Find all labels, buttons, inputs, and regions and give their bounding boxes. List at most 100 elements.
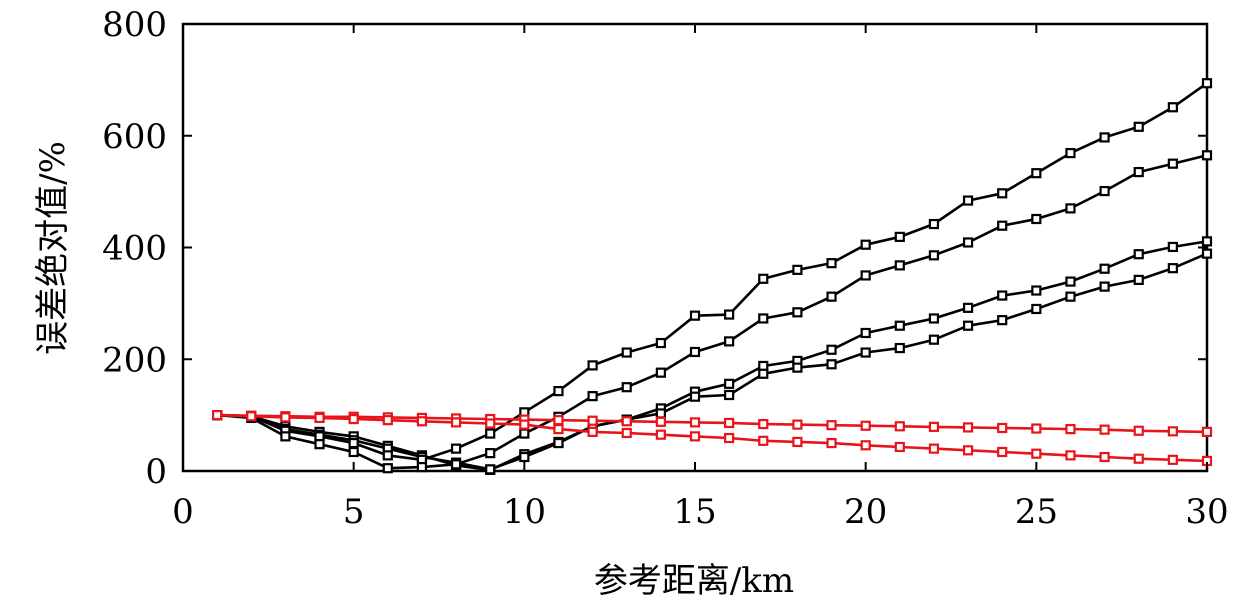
data-point-marker xyxy=(246,411,257,422)
data-point-marker xyxy=(826,437,837,449)
data-point-marker xyxy=(962,422,974,433)
data-point-marker xyxy=(894,421,905,432)
data-point-marker xyxy=(280,431,291,442)
x-tick-label: 0 xyxy=(172,492,194,532)
data-point-marker xyxy=(1065,423,1076,435)
data-point-marker xyxy=(1031,303,1042,315)
data-point-marker xyxy=(655,416,666,427)
data-point-marker xyxy=(1167,454,1178,465)
x-tick-label: 30 xyxy=(1185,492,1228,532)
data-point-marker xyxy=(1031,285,1042,296)
series-6 xyxy=(212,410,1213,467)
data-point-marker xyxy=(1031,213,1042,225)
data-point-marker xyxy=(314,412,325,424)
series-line xyxy=(217,240,1208,472)
data-point-marker xyxy=(689,310,701,321)
data-point-marker xyxy=(485,418,496,429)
data-point-marker xyxy=(1065,203,1076,214)
series-line xyxy=(216,154,1208,470)
data-point-marker xyxy=(997,220,1008,231)
x-tick-label: 20 xyxy=(844,492,887,532)
data-point-marker xyxy=(553,415,564,426)
data-point-marker xyxy=(519,428,530,439)
data-point-marker xyxy=(724,309,735,320)
data-point-marker xyxy=(962,320,974,331)
data-point-marker xyxy=(1133,453,1144,464)
data-point-marker xyxy=(1099,424,1110,435)
data-point-marker xyxy=(758,273,769,284)
data-point-marker xyxy=(655,367,666,378)
data-point-marker xyxy=(553,437,564,449)
data-point-marker xyxy=(997,446,1008,458)
data-point-marker xyxy=(894,441,905,453)
data-point-marker xyxy=(553,385,564,397)
series-line xyxy=(217,82,1208,462)
data-point-marker xyxy=(621,347,632,358)
data-point-marker xyxy=(826,291,837,302)
data-point-marker xyxy=(416,416,428,427)
data-point-marker xyxy=(1167,241,1178,253)
data-point-marker xyxy=(928,443,940,454)
x-tick-label: 25 xyxy=(1015,492,1058,532)
data-point-marker xyxy=(621,427,632,439)
data-point-marker xyxy=(1133,121,1144,132)
series-line xyxy=(217,413,1208,434)
data-point-marker xyxy=(1065,147,1076,159)
data-point-marker xyxy=(450,417,462,428)
data-point-marker xyxy=(962,302,974,313)
data-point-marker xyxy=(689,391,701,402)
data-point-marker xyxy=(1133,249,1144,260)
data-point-marker xyxy=(894,342,905,354)
data-point-marker xyxy=(348,413,359,425)
data-point-marker xyxy=(826,420,837,431)
data-point-marker xyxy=(485,464,496,475)
data-point-marker xyxy=(1099,132,1110,143)
data-point-marker xyxy=(826,258,837,269)
data-point-marker xyxy=(587,391,598,402)
data-point-marker xyxy=(1099,185,1110,197)
data-point-marker xyxy=(621,416,632,427)
data-point-marker xyxy=(485,448,496,459)
data-point-marker xyxy=(450,459,462,470)
y-tick-label: 800 xyxy=(102,5,167,45)
data-point-marker xyxy=(1133,166,1144,178)
data-point-marker xyxy=(962,237,974,248)
data-point-marker xyxy=(587,415,598,426)
data-point-marker xyxy=(894,320,905,331)
data-point-marker xyxy=(621,382,632,393)
data-point-marker xyxy=(1099,451,1110,463)
data-point-marker xyxy=(792,362,803,373)
data-point-marker xyxy=(894,260,905,271)
data-point-marker xyxy=(1031,448,1042,459)
data-point-marker xyxy=(1031,168,1042,179)
data-point-marker xyxy=(928,250,940,261)
data-point-marker xyxy=(382,450,393,461)
x-tick-label: 10 xyxy=(503,492,546,532)
x-tick-label: 5 xyxy=(343,492,365,532)
data-point-marker xyxy=(860,440,871,451)
series-line xyxy=(217,252,1208,471)
data-point-marker xyxy=(792,419,803,430)
data-point-marker xyxy=(1099,263,1110,274)
data-point-marker xyxy=(587,426,598,437)
data-point-marker xyxy=(792,436,803,448)
y-axis-title: 误差绝对值/% xyxy=(33,141,73,355)
series-4 xyxy=(212,150,1213,474)
data-point-marker xyxy=(1167,102,1178,113)
data-point-marker xyxy=(792,264,803,275)
y-tick-label: 200 xyxy=(102,340,167,380)
data-point-marker xyxy=(519,451,530,463)
data-point-marker xyxy=(758,418,769,430)
data-point-marker xyxy=(382,463,393,474)
data-point-marker xyxy=(928,313,940,324)
data-point-marker xyxy=(655,429,666,440)
series-3 xyxy=(212,78,1213,465)
series-5 xyxy=(212,410,1213,437)
data-point-marker xyxy=(997,188,1008,199)
data-point-marker xyxy=(689,431,701,442)
data-point-marker xyxy=(724,389,735,401)
data-point-marker xyxy=(212,410,223,421)
data-point-marker xyxy=(450,443,462,454)
data-point-marker xyxy=(689,346,701,358)
